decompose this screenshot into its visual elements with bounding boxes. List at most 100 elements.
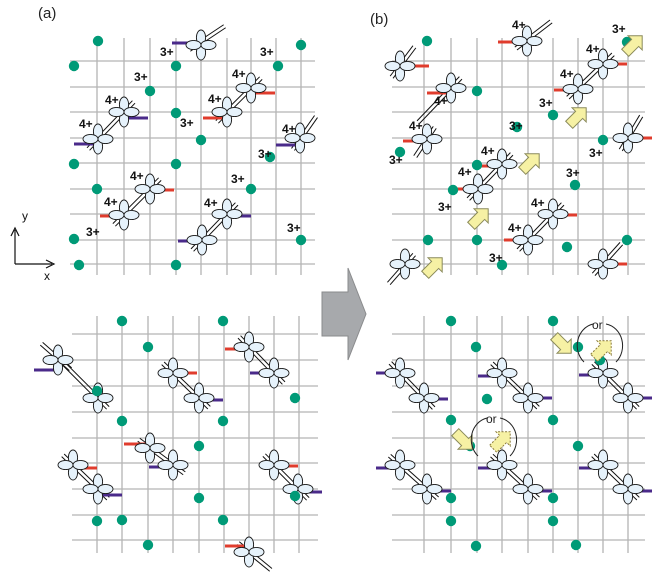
valence-label-4plus: 4+ <box>204 196 218 210</box>
valence-label-4plus: 4+ <box>104 195 118 209</box>
ion-3plus-icon <box>471 85 483 97</box>
ion-3plus-icon <box>217 514 229 526</box>
displacement-arrow-icon <box>463 201 496 234</box>
ion-3plus-icon <box>421 35 433 47</box>
valence-label-3plus: 3+ <box>260 45 274 59</box>
valence-label-4plus: 4+ <box>458 165 472 179</box>
ion-3plus-icon <box>68 158 80 170</box>
valence-label-4plus: 4+ <box>531 196 545 210</box>
valence-label-4plus: 4+ <box>79 117 93 131</box>
orbital-4plus-icon <box>183 382 215 414</box>
valence-label-3plus: 3+ <box>134 70 148 84</box>
orbital-4plus-icon <box>408 382 440 414</box>
grid-a-bottom <box>72 316 318 553</box>
ion-3plus-icon <box>144 85 156 97</box>
ion-3plus-icon <box>68 233 80 245</box>
panel-label-b: (b) <box>370 11 388 28</box>
valence-label-4plus: 4+ <box>560 67 574 81</box>
orbital-4plus-icon <box>486 449 518 481</box>
ion-3plus-icon <box>91 385 103 397</box>
ion-3plus-icon <box>289 490 301 502</box>
ion-3plus-icon <box>547 515 559 527</box>
ion-3plus-icon <box>193 492 205 504</box>
ion-3plus-icon <box>470 540 482 552</box>
valence-label-3plus: 3+ <box>389 153 403 167</box>
or-label-mid: or <box>486 412 497 426</box>
orbital-4plus-icon <box>384 449 416 481</box>
alternative-arc-mid <box>470 417 518 457</box>
orbital-4plus-icon <box>512 382 544 414</box>
valence-label-3plus: 3+ <box>438 200 452 214</box>
ion-3plus-icon <box>394 146 406 158</box>
ion-3plus-icon <box>68 60 80 72</box>
ion-3plus-icon <box>170 107 182 119</box>
ion-3plus-icon <box>572 341 584 353</box>
ion-3plus-icon <box>572 440 584 452</box>
orbital-4plus-icon <box>233 331 265 363</box>
ion-3plus-icon <box>481 393 493 405</box>
ion-3plus-icon <box>561 241 573 253</box>
ion-3plus-icon <box>496 259 508 271</box>
valence-label-3plus: 3+ <box>258 147 272 161</box>
ion-3plus-icon <box>170 60 182 72</box>
ion-3plus-icon <box>170 158 182 170</box>
valence-label-3plus: 3+ <box>589 146 603 160</box>
valence-label-3plus: 3+ <box>287 221 301 235</box>
ion-3plus-icon <box>597 134 609 146</box>
ion-3plus-icon <box>570 539 582 551</box>
valence-label-4plus: 4+ <box>105 93 119 107</box>
ion-3plus-icon <box>569 179 581 191</box>
valence-label-3plus: 3+ <box>180 116 194 130</box>
ion-3plus-icon <box>471 234 483 246</box>
ion-3plus-icon <box>295 234 307 246</box>
ion-3plus-icon <box>471 159 483 171</box>
valence-label-4plus: 4+ <box>409 119 423 133</box>
orbital-4plus-icon <box>186 224 218 256</box>
ion-3plus-icon <box>92 35 104 47</box>
ion-3plus-icon <box>621 234 633 246</box>
ion-3plus-icon <box>91 183 103 195</box>
ion-3plus-icon <box>245 183 257 195</box>
orbital-4plus-icon <box>57 449 89 481</box>
valence-label-3plus: 3+ <box>539 96 553 110</box>
ion-3plus-icon <box>447 184 459 196</box>
valence-label-4plus: 4+ <box>282 122 296 136</box>
orbital-4plus-icon <box>587 248 619 280</box>
orbital-4plus-icon <box>612 122 644 154</box>
ion-3plus-icon <box>91 515 103 527</box>
alternative-arc-top <box>576 323 624 363</box>
ion-3plus-icon <box>511 121 523 133</box>
valence-label-4plus: 4+ <box>208 92 222 106</box>
panel-label-a: (a) <box>38 5 56 22</box>
orbital-4plus-icon <box>157 357 189 389</box>
ion-3plus-icon <box>193 440 205 452</box>
orbital-4plus-icon <box>82 473 114 505</box>
ion-3plus-icon <box>547 414 559 426</box>
valence-label-3plus: 3+ <box>612 22 626 36</box>
transition-arrow-icon <box>321 267 367 361</box>
orbital-4plus-icon <box>258 357 290 389</box>
orbital-4plus-icon <box>384 357 416 389</box>
orbital-4plus-icon <box>612 473 644 505</box>
valence-label-3plus: 3+ <box>231 172 245 186</box>
orbital-4plus-icon <box>258 449 290 481</box>
axes-icon <box>10 226 56 269</box>
ion-3plus-icon <box>445 515 457 527</box>
valence-label-4plus: 4+ <box>512 18 526 32</box>
valence-label-4plus: 4+ <box>481 144 495 158</box>
ion-3plus-icon <box>170 259 182 271</box>
or-label-top: or <box>592 318 603 332</box>
ion-3plus-icon <box>272 60 284 72</box>
orbital-4plus-icon <box>612 382 644 414</box>
ion-3plus-icon <box>116 315 128 327</box>
ion-3plus-icon <box>445 315 457 327</box>
valence-label-4plus: 4+ <box>508 221 522 235</box>
ion-3plus-icon <box>289 392 301 404</box>
valence-labels: 3+ 3+ 3+ 4+ 4+ 4+ 4+ 3+ 4+ 3+ 4+ 3+ 4+ 4+ 3+ 3+ 4+ 3+ 4+ 4+… <box>79 18 626 265</box>
valence-label-3plus: 3+ <box>509 119 523 133</box>
orbital-4plus-icon <box>587 449 619 481</box>
valence-label-3plus: 3+ <box>86 225 100 239</box>
ion-3plus-icon <box>547 492 559 504</box>
valence-label-4plus: 4+ <box>434 94 448 108</box>
ion-3plus-icon <box>445 492 457 504</box>
